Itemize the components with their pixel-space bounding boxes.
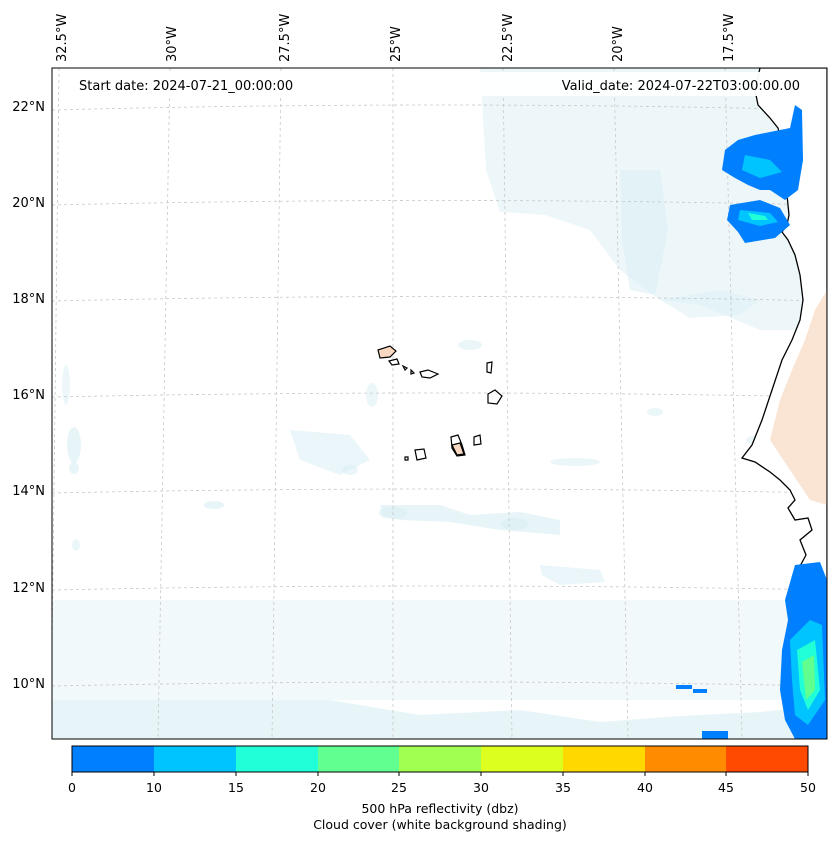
latitude-labels: 22°N 20°N 18°N 16°N 14°N 12°N 10°N — [12, 100, 45, 692]
colorbar-tick-10: 10 — [146, 780, 162, 795]
longitude-labels: 32.5°W 30°W 27.5°W 25°W 22.5°W 20°W 17.5… — [55, 14, 737, 62]
colorbar-frame — [71, 745, 809, 773]
colorbar-tick-50: 50 — [800, 780, 816, 795]
colorbar-segment — [236, 746, 318, 772]
colorbar-tick-25: 25 — [391, 780, 407, 795]
colorbar-segment — [72, 746, 154, 772]
lat-label-16n: 16°N — [12, 388, 45, 403]
lat-label-20n: 20°N — [12, 196, 45, 211]
colorbar-tick-35: 35 — [555, 780, 571, 795]
colorbar-tick-15: 15 — [228, 780, 244, 795]
reflectivity-shading — [676, 105, 827, 739]
cape-verde-islands — [377, 345, 503, 461]
colorbar-segment — [318, 746, 399, 772]
colorbar-title-reflectivity: 500 hPa reflectivity (dbz) — [361, 801, 519, 816]
valid-date-label: Valid_date: 2024-07-22T03:00:00.00 — [562, 79, 800, 94]
cloud-cover-shading — [52, 68, 827, 739]
lat-label-10n: 10°N — [12, 677, 45, 692]
lon-label-22-5w: 22.5°W — [501, 14, 516, 62]
map-panel — [52, 68, 827, 739]
lat-label-14n: 14°N — [12, 484, 45, 499]
colorbar-title-cloud-cover: Cloud cover (white background shading) — [313, 817, 567, 832]
colorbar-tick-20: 20 — [310, 780, 326, 795]
lat-label-12n: 12°N — [12, 581, 45, 596]
lon-label-20w: 20°W — [611, 26, 626, 62]
colorbar-segment — [645, 746, 726, 772]
lon-label-30w: 30°W — [165, 26, 180, 62]
start-date-label: Start date: 2024-07-21_00:00:00 — [79, 79, 293, 94]
colorbar-segment — [399, 746, 481, 772]
colorbar-segment — [481, 746, 563, 772]
colorbar: 0 10 15 20 25 30 35 40 45 50 — [68, 745, 816, 795]
colorbar-tick-40: 40 — [637, 780, 653, 795]
lon-label-25w: 25°W — [389, 26, 404, 62]
lon-label-27-5w: 27.5°W — [278, 14, 293, 62]
colorbar-tick-45: 45 — [718, 780, 734, 795]
colorbar-segment — [726, 746, 808, 772]
colorbar-tick-30: 30 — [473, 780, 489, 795]
lon-label-17-5w: 17.5°W — [722, 14, 737, 62]
map-frame — [51, 67, 828, 740]
colorbar-segment — [154, 746, 236, 772]
lat-label-18n: 18°N — [12, 292, 45, 307]
lon-label-32-5w: 32.5°W — [55, 14, 70, 62]
africa-land-tint — [770, 290, 827, 505]
colorbar-tick-0: 0 — [68, 780, 76, 795]
colorbar-segment — [563, 746, 645, 772]
lat-label-22n: 22°N — [12, 100, 45, 115]
colorbar-title: 500 hPa reflectivity (dbz) Cloud cover (… — [72, 801, 808, 833]
